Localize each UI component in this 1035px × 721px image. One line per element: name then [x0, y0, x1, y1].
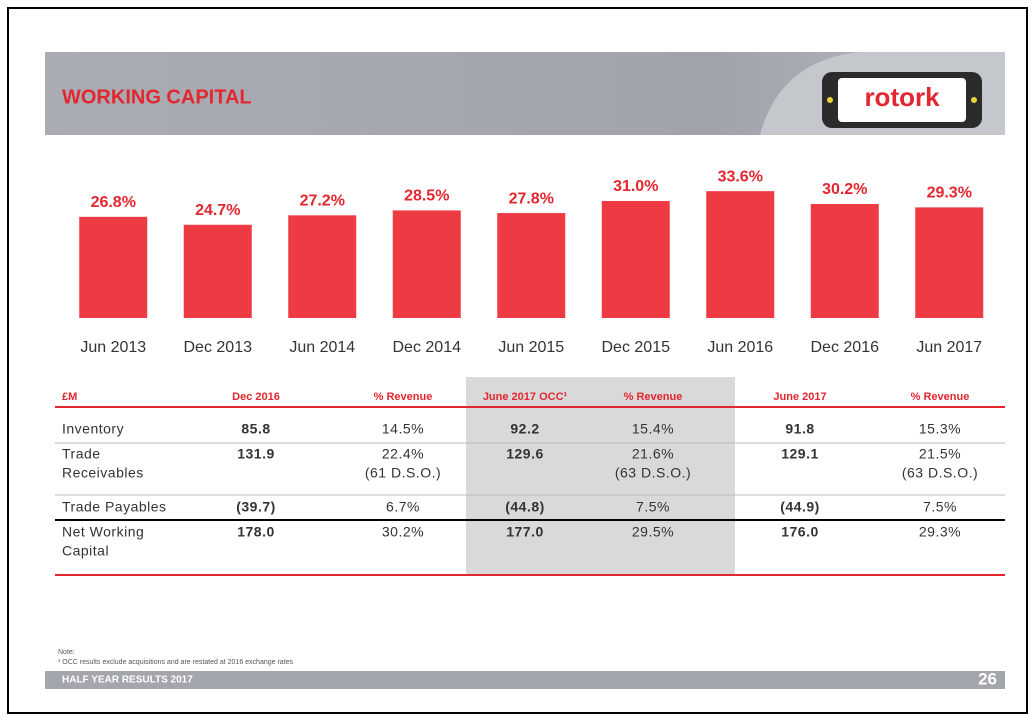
table-cell: 22.4%: [382, 446, 424, 462]
x-tick-label: Dec 2015: [602, 339, 671, 356]
value-label: 27.8%: [509, 190, 554, 207]
logo-light: [971, 97, 977, 103]
value-label: 24.7%: [195, 202, 240, 219]
table-cell: 7.5%: [636, 499, 670, 515]
bar: [706, 191, 775, 318]
value-label: 26.8%: [91, 194, 136, 211]
table-cell: 21.5%: [919, 446, 961, 462]
x-tick-label: Jun 2014: [289, 339, 355, 356]
x-tick-label: Jun 2016: [707, 339, 773, 356]
table-cell: 85.8: [241, 421, 270, 437]
table-cell: 30.2%: [382, 524, 424, 540]
x-tick-label: Dec 2014: [393, 339, 462, 356]
table-cell: Inventory: [62, 421, 124, 437]
x-tick-label: Jun 2017: [916, 339, 982, 356]
slide-title: WORKING CAPITAL: [62, 86, 252, 108]
highlight-column: [466, 377, 735, 576]
table-cell: 131.9: [237, 446, 275, 462]
table-cell: 29.3%: [919, 524, 961, 540]
table-cell: 92.2: [510, 421, 539, 437]
table-cell: 91.8: [785, 421, 814, 437]
x-tick-label: Jun 2013: [80, 339, 146, 356]
bar: [915, 207, 984, 318]
logo-text: rotork: [864, 82, 940, 112]
x-tick-label: Dec 2013: [184, 339, 253, 356]
bar: [79, 216, 148, 318]
bar: [183, 224, 252, 318]
page-number: 26: [978, 669, 997, 688]
table-cell: 15.3%: [919, 421, 961, 437]
table-cell: 29.5%: [632, 524, 674, 540]
table-header: % Revenue: [624, 391, 683, 403]
table-header: June 2017: [773, 391, 826, 403]
note-title: Note:: [58, 649, 75, 656]
footer-text: HALF YEAR RESULTS 2017: [62, 675, 193, 686]
table-header: £M: [62, 391, 77, 403]
value-label: 29.3%: [927, 185, 972, 202]
table-cell: 129.6: [506, 446, 544, 462]
x-tick-label: Jun 2015: [498, 339, 564, 356]
table-cell: Trade: [62, 446, 101, 462]
table-cell: Capital: [62, 543, 109, 559]
table-cell: 176.0: [781, 524, 819, 540]
value-label: 28.5%: [404, 188, 449, 205]
bar: [497, 213, 566, 318]
bar: [601, 200, 670, 318]
table-header: Dec 2016: [232, 391, 280, 403]
table-cell: 6.7%: [386, 499, 420, 515]
table-header: % Revenue: [911, 391, 970, 403]
table-cell: Receivables: [62, 465, 144, 481]
table-cell: 177.0: [506, 524, 544, 540]
bar: [392, 210, 461, 318]
table-cell: (61 D.S.O.): [365, 465, 441, 481]
bar: [810, 203, 879, 318]
footer-band: [45, 671, 1005, 689]
value-label: 27.2%: [300, 193, 345, 210]
table-cell: 178.0: [237, 524, 275, 540]
table-cell: (39.7): [236, 499, 276, 515]
table-header: June 2017 OCC¹: [483, 391, 568, 403]
table-cell: 129.1: [781, 446, 819, 462]
table-header: % Revenue: [374, 391, 433, 403]
table-cell: Trade Payables: [62, 499, 167, 515]
x-tick-label: Dec 2016: [811, 339, 880, 356]
logo-panel: [838, 78, 966, 122]
bar: [288, 215, 357, 318]
table-cell: 21.6%: [632, 446, 674, 462]
logo-light: [827, 97, 833, 103]
table-cell: Net Working: [62, 524, 144, 540]
table-cell: (44.9): [780, 499, 820, 515]
value-label: 31.0%: [613, 178, 658, 195]
note-text: ¹ OCC results exclude acquisitions and a…: [58, 659, 294, 666]
table-cell: (63 D.S.O.): [902, 465, 978, 481]
table-cell: (44.8): [505, 499, 545, 515]
table-cell: (63 D.S.O.): [615, 465, 691, 481]
value-label: 33.6%: [718, 168, 763, 185]
table-cell: 15.4%: [632, 421, 674, 437]
value-label: 30.2%: [822, 181, 867, 198]
table-cell: 14.5%: [382, 421, 424, 437]
table-cell: 7.5%: [923, 499, 957, 515]
